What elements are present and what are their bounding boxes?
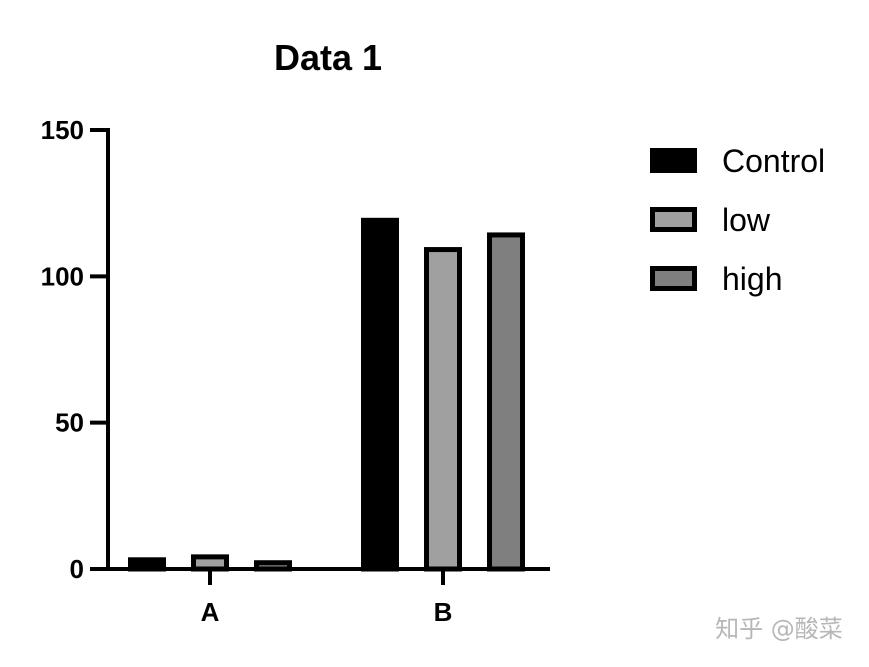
y-tick-label: 0	[70, 554, 84, 584]
legend-label-control: Control	[722, 143, 825, 179]
watermark: 知乎 @酸菜	[715, 615, 843, 643]
bars	[128, 217, 525, 572]
bar-low-a	[191, 554, 229, 572]
y-tick-label: 50	[55, 408, 84, 438]
legend-swatch-low	[650, 207, 697, 232]
legend-swatch-control	[650, 148, 697, 173]
y-tick-label: 100	[41, 261, 84, 291]
legend-label-high: high	[722, 261, 783, 297]
bar-high-b	[487, 232, 525, 572]
legend: Control low high	[650, 143, 825, 297]
x-tick-label: B	[434, 597, 453, 627]
chart-title: Data 1	[274, 37, 382, 78]
bar-control-a	[128, 557, 166, 572]
bar-low-b	[424, 247, 462, 572]
legend-label-low: low	[722, 202, 771, 238]
bar-control-b	[361, 217, 399, 572]
y-axis: 0 50 100 150	[41, 115, 110, 584]
legend-swatch-high	[650, 266, 697, 291]
bar-high-a	[254, 560, 292, 572]
x-tick-label: A	[201, 597, 220, 627]
y-tick-label: 150	[41, 115, 84, 145]
